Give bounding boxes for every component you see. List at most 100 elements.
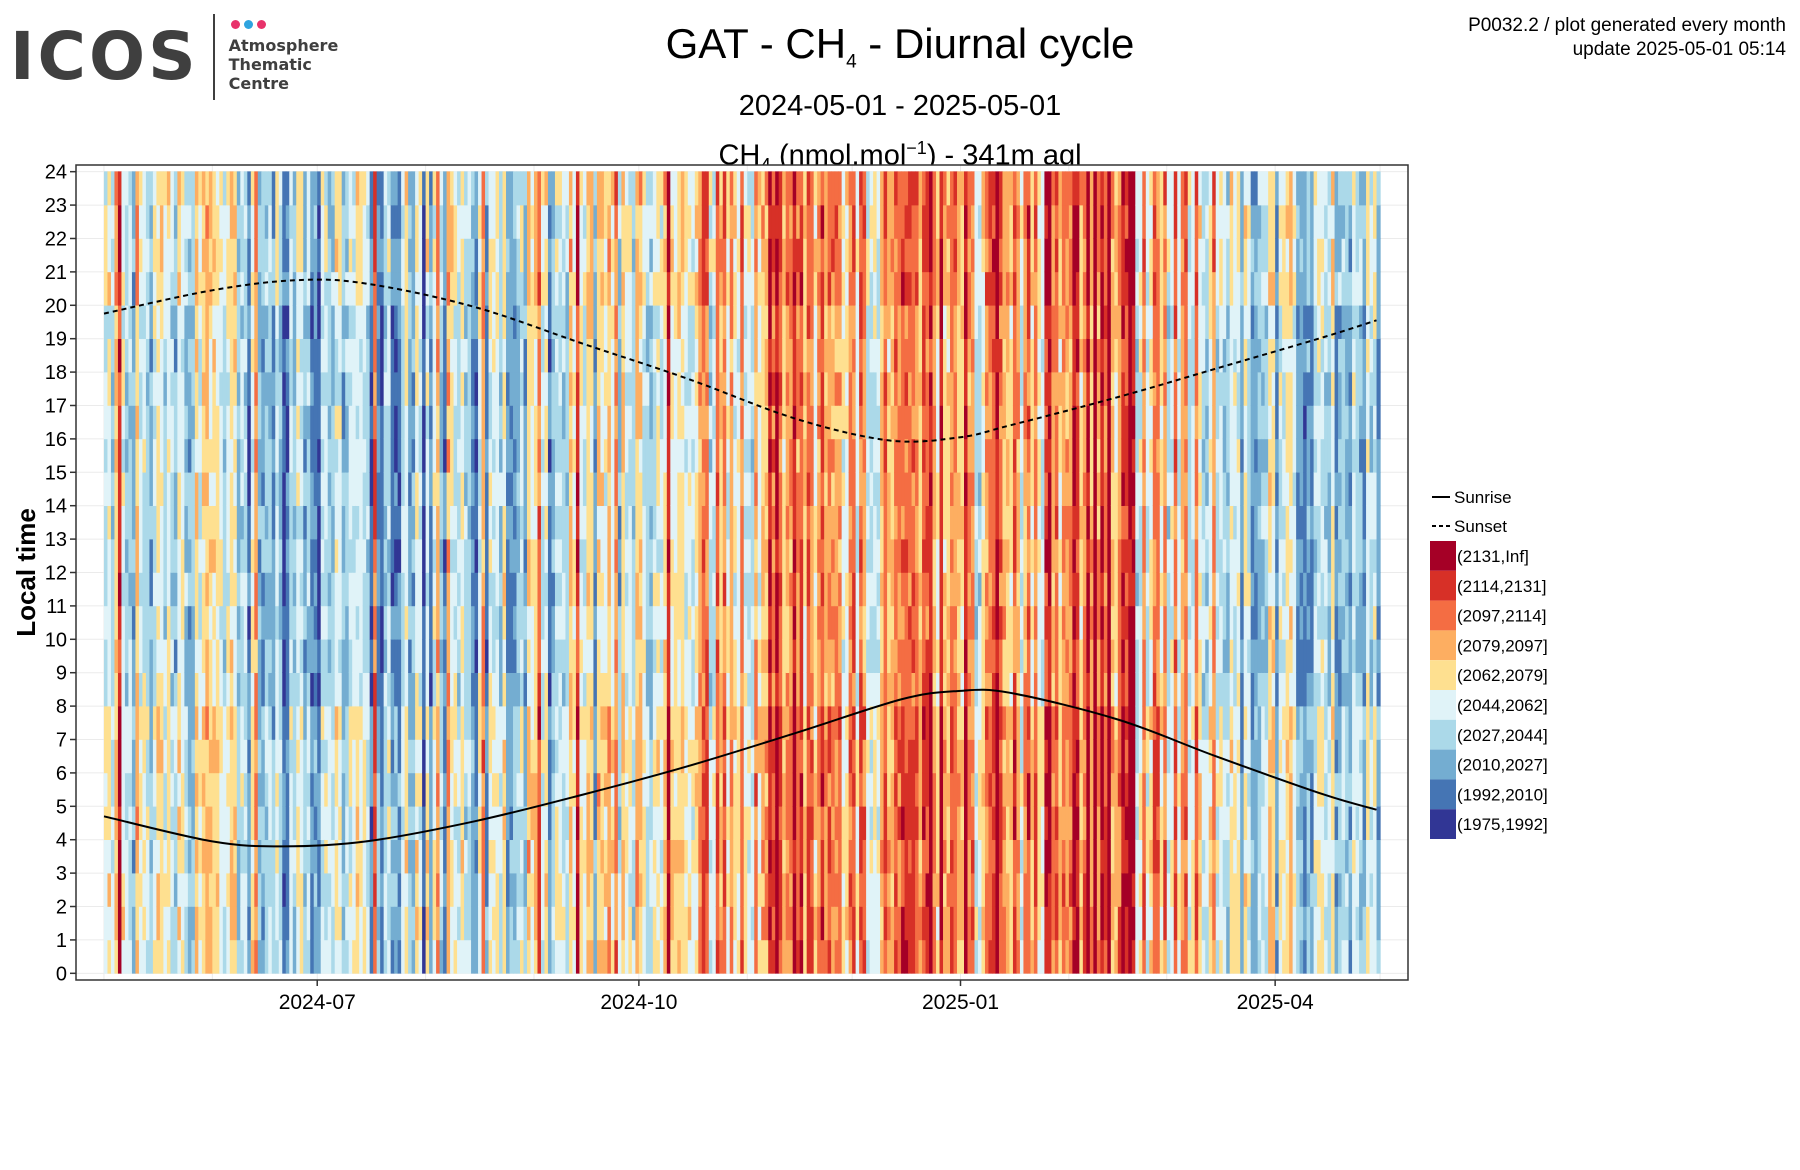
heatmap-cell: [764, 371, 769, 406]
heatmap-cell: [757, 271, 762, 306]
heatmap-cell: [142, 605, 147, 640]
heatmap-cell: [680, 605, 685, 640]
heatmap-cell: [782, 371, 787, 406]
heatmap-cell: [736, 338, 741, 373]
heatmap-cell: [764, 605, 769, 640]
heatmap-cell: [443, 839, 448, 874]
heatmap-cell: [719, 271, 724, 306]
heatmap-cell: [436, 171, 441, 206]
heatmap-cell: [530, 271, 535, 306]
heatmap-cell: [327, 238, 332, 273]
heatmap-cell: [467, 739, 472, 774]
heatmap-cell: [418, 705, 423, 740]
heatmap-cell: [390, 739, 395, 774]
heatmap-cell: [138, 572, 144, 607]
heatmap-cell: [411, 906, 416, 941]
heatmap-cell: [481, 405, 486, 440]
heatmap-cell: [645, 739, 650, 774]
heatmap-cell: [554, 572, 560, 607]
heatmap-cell: [656, 906, 661, 941]
heatmap-cell: [233, 605, 238, 640]
heatmap-cell: [520, 472, 525, 506]
heatmap-cell: [642, 906, 647, 941]
heatmap-cell: [250, 605, 255, 640]
heatmap-cell: [708, 472, 713, 506]
heatmap-cell: [310, 939, 315, 974]
heatmap-cell: [796, 238, 801, 273]
heatmap-cell: [572, 839, 577, 874]
heatmap-cell: [810, 739, 815, 774]
heatmap-cell: [373, 605, 378, 640]
heatmap-cell: [663, 772, 668, 807]
heatmap-cell: [712, 271, 717, 306]
heatmap-cell: [415, 705, 420, 740]
heatmap-cell: [540, 739, 546, 774]
heatmap-cell: [229, 839, 234, 874]
heatmap-cell: [747, 338, 752, 373]
heatmap-cell: [614, 304, 619, 339]
heatmap-cell: [387, 639, 392, 673]
heatmap-cell: [292, 505, 297, 540]
heatmap-cell: [593, 538, 598, 573]
heatmap-cell: [572, 338, 577, 373]
heatmap-cell: [719, 505, 724, 540]
heatmap-cell: [516, 906, 521, 941]
heatmap-cell: [373, 572, 378, 607]
heatmap-cell: [540, 872, 546, 907]
heatmap-cell: [645, 472, 650, 506]
heatmap-cell: [533, 304, 539, 339]
heatmap-cell: [425, 739, 430, 774]
heatmap-cell: [544, 505, 549, 540]
heatmap-cell: [226, 238, 231, 273]
heatmap-cell: [701, 204, 706, 239]
heatmap-cell: [551, 605, 556, 640]
heatmap-cell: [593, 639, 598, 673]
heatmap-cell: [799, 939, 804, 974]
heatmap-cell: [247, 772, 252, 807]
heatmap-cell: [191, 806, 196, 841]
heatmap-cell: [177, 538, 182, 573]
heatmap-cell: [803, 906, 808, 941]
heatmap-cell: [750, 806, 755, 841]
heatmap-cell: [261, 939, 266, 974]
heatmap-cell: [712, 939, 717, 974]
heatmap-cell: [243, 271, 248, 306]
heatmap-cell: [817, 705, 822, 740]
heatmap-cell: [177, 472, 182, 506]
heatmap-cell: [642, 405, 647, 440]
heatmap-cell: [439, 872, 444, 907]
heatmap-cell: [103, 639, 109, 673]
heatmap-cell: [775, 405, 780, 440]
heatmap-cell: [128, 906, 133, 941]
heatmap-cell: [114, 171, 119, 206]
heatmap-cell: [796, 572, 801, 607]
heatmap-cell: [589, 572, 595, 607]
heatmap-cell: [481, 806, 486, 841]
heatmap-cell: [803, 639, 808, 673]
heatmap-cell: [502, 839, 507, 874]
heatmap-cell: [526, 672, 532, 707]
heatmap-cell: [229, 639, 234, 673]
heatmap-cell: [554, 238, 560, 273]
heatmap-cell: [610, 605, 615, 640]
heatmap-cell: [495, 438, 500, 473]
heatmap-cell: [247, 906, 252, 941]
heatmap-cell: [289, 171, 294, 206]
heatmap-cell: [817, 271, 822, 306]
heatmap-cell: [582, 338, 588, 373]
heatmap-cell: [380, 271, 385, 306]
heatmap-cell: [513, 572, 518, 607]
heatmap-cell: [138, 304, 144, 339]
heatmap-cell: [715, 538, 720, 573]
heatmap-cell: [198, 238, 203, 273]
heatmap-cell: [159, 405, 165, 440]
heatmap-cell: [579, 639, 584, 673]
heatmap-cell: [453, 304, 458, 339]
heatmap-cell: [736, 204, 741, 239]
heatmap-cell: [212, 639, 217, 673]
heatmap-cell: [561, 639, 567, 673]
heatmap-cell: [792, 772, 797, 807]
heatmap-cell: [285, 906, 290, 941]
heatmap-cell: [380, 872, 385, 907]
heatmap-cell: [701, 605, 706, 640]
